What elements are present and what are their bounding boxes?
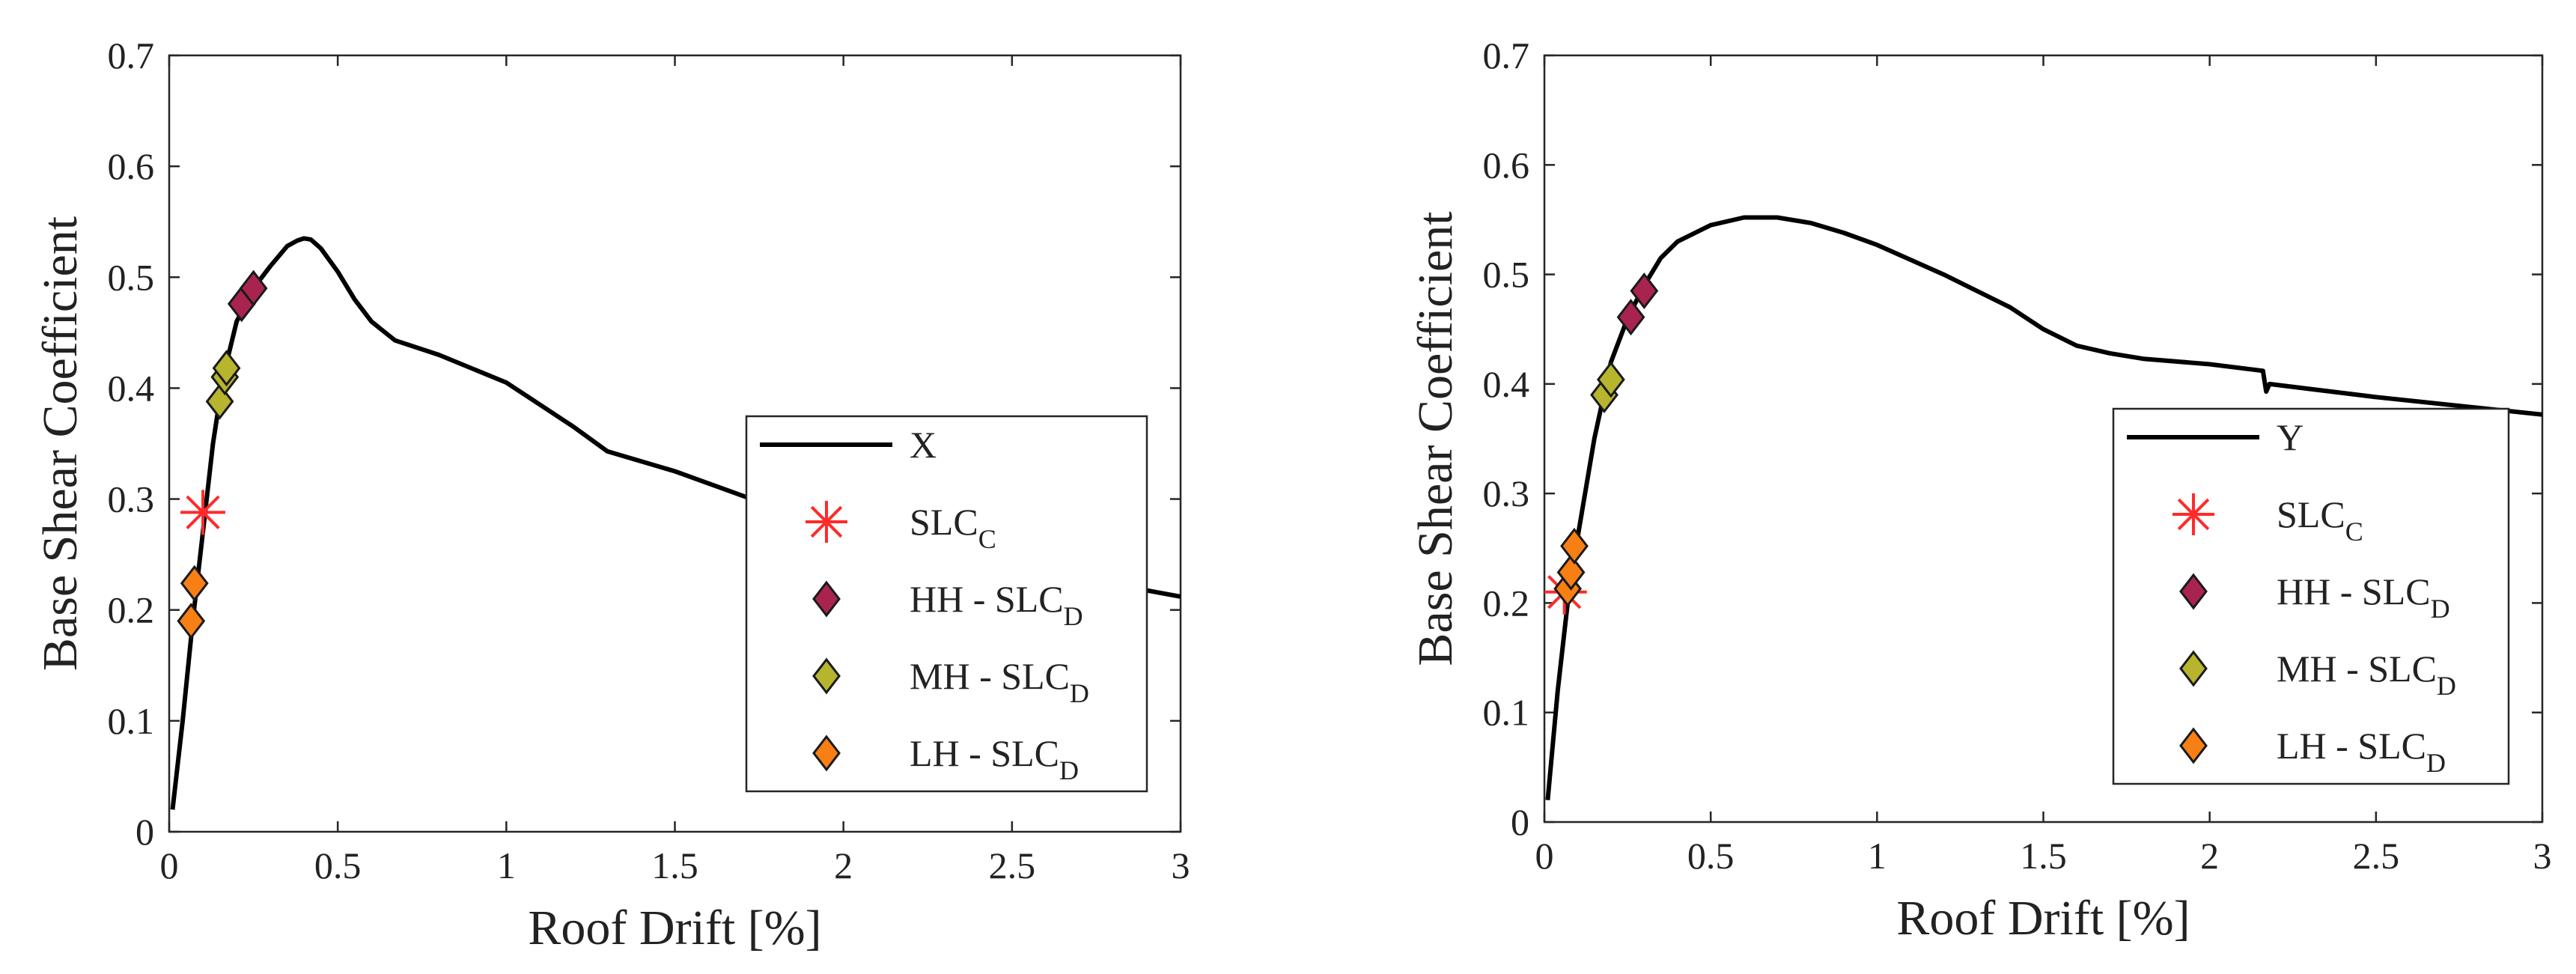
y-tick-label: 0.6 <box>108 145 155 187</box>
legend-diamond-swatch <box>2179 650 2208 687</box>
legend-label-subscript: D <box>1059 755 1079 785</box>
diamond-marker <box>212 350 241 387</box>
legend-star-swatch <box>806 501 847 543</box>
legend-diamond-swatch <box>2179 573 2208 610</box>
legend-label-subscript: D <box>1070 678 1089 708</box>
data-layer <box>1544 215 2542 800</box>
x-tick-label: 0.5 <box>1687 835 1735 877</box>
y-tick-label: 0 <box>1511 801 1529 843</box>
y-tick-label: 0.7 <box>1483 34 1530 76</box>
y-tick-label: 0.4 <box>108 367 155 409</box>
x-tick-label: 2 <box>2200 835 2219 877</box>
x-tick-label: 0 <box>1535 835 1554 877</box>
legend-label-subscript: C <box>2345 517 2363 547</box>
y-tick-label: 0.3 <box>108 478 155 520</box>
legend-diamond-swatch <box>812 734 841 772</box>
legend-label-subscript: D <box>2426 748 2446 778</box>
x-tick-label: 3 <box>1172 844 1190 886</box>
diamond-marker <box>1560 527 1589 564</box>
diamond-marker <box>1556 554 1586 591</box>
legend-label-subscript: D <box>2437 671 2456 701</box>
data-layer <box>170 236 1181 810</box>
x-tick-label: 0.5 <box>314 844 362 886</box>
y-tick-label: 0.2 <box>108 589 155 631</box>
y-tick-label: 0.5 <box>1483 254 1530 296</box>
legend-diamond-swatch <box>812 657 841 695</box>
legend-label-subscript: C <box>978 524 996 554</box>
diamond-marker <box>180 564 209 602</box>
x-tick-label: 1 <box>497 844 516 886</box>
x-tick-label: 2.5 <box>2353 835 2400 877</box>
y-tick-label: 0.1 <box>108 700 155 742</box>
legend-diamond-swatch <box>812 580 841 618</box>
diamond-marker <box>1630 273 1659 309</box>
legend-diamond-swatch <box>2179 727 2208 764</box>
x-tick-label: 0 <box>160 844 179 886</box>
x-tick-label: 1 <box>1868 835 1887 877</box>
star-marker <box>180 490 226 535</box>
x-tick-label: 3 <box>2533 835 2552 877</box>
legend-label-subscript: D <box>1064 601 1083 631</box>
chart-panel-x: 0 0.5 1 1.5 2 2.5 3 0 0.1 0.2 0.3 0.4 0.5 0.6 0.7 Roof … <box>33 34 1190 955</box>
diamond-marker <box>239 270 268 307</box>
y-tick-label: 0.5 <box>108 256 155 298</box>
legend-label: Y <box>2277 416 2304 458</box>
diamond-marker <box>1596 361 1625 398</box>
y-tick-label: 0.2 <box>1483 582 1530 624</box>
diamond-marker <box>1616 299 1645 336</box>
x-tick-label: 1.5 <box>2020 835 2067 877</box>
y-tick-label: 0.1 <box>1483 692 1530 734</box>
y-tick-label: 0.3 <box>1483 472 1530 514</box>
x-axis-title: Roof Drift [%] <box>1896 891 2190 946</box>
legend-box <box>2112 407 2510 785</box>
y-axis-title: Base Shear Coefficient <box>1408 211 1463 666</box>
legend-label: X <box>910 424 937 466</box>
y-tick-label: 0.6 <box>1483 144 1530 186</box>
y-tick-label: 0 <box>136 811 154 853</box>
diamond-marker <box>177 603 206 639</box>
x-tick-label: 2.5 <box>989 844 1036 886</box>
chart-panel-y: 0 0.5 1 1.5 2 2.5 3 0 0.1 0.2 0.3 0.4 0.5 0.6 0.7 Roof … <box>1408 34 2552 946</box>
x-axis-title: Roof Drift [%] <box>528 901 821 955</box>
x-tick-label: 2 <box>834 844 853 886</box>
x-tick-label: 1.5 <box>651 844 698 886</box>
y-axis-title: Base Shear Coefficient <box>33 216 88 671</box>
y-tick-label: 0.4 <box>1483 363 1530 405</box>
legend-box <box>745 415 1148 793</box>
legend-label-subscript: D <box>2431 594 2450 624</box>
legend-star-swatch <box>2172 493 2214 535</box>
y-tick-label: 0.7 <box>108 34 155 76</box>
